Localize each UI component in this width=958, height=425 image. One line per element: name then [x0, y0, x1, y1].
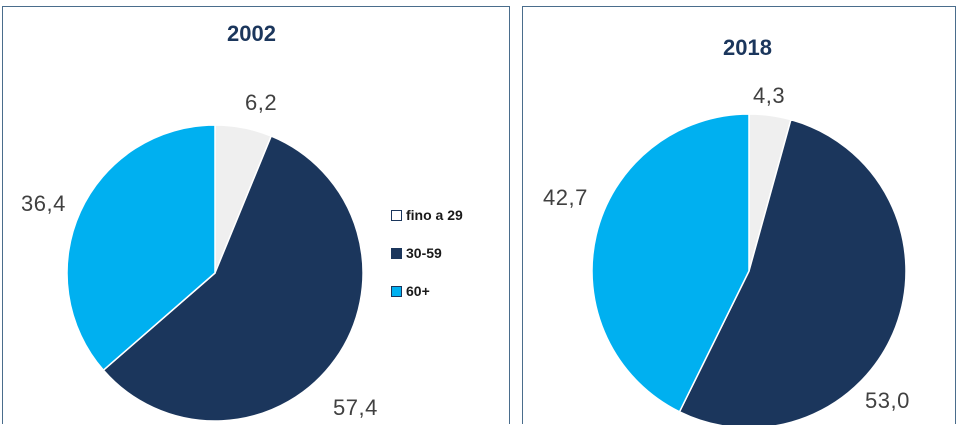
chart-panel-2002: 2002 6,2 57,4 36,4 fino a 29 30-59 60+: [2, 6, 510, 424]
pie-slice-60plus-2002: [66, 124, 216, 372]
legend-swatch-under-30: [391, 209, 402, 221]
legend-label-30-59: 30-59: [406, 245, 442, 261]
legend-swatch-30-59: [391, 247, 402, 259]
value-label-under-30-2018: 4,3: [753, 83, 786, 108]
chart-title-2018: 2018: [723, 35, 772, 60]
chart-panel-2018: 2018 4,3 53,0 42,7: [522, 6, 956, 425]
value-label-30-59-2002: 57,4: [333, 395, 378, 420]
pie-slice-30-59-2002: [102, 135, 364, 422]
value-label-60plus-2018: 42,7: [543, 185, 588, 210]
pie-chart-2002: [66, 124, 364, 422]
value-label-30-59-2018: 53,0: [865, 388, 910, 413]
legend: fino a 29 30-59 60+: [391, 205, 463, 319]
value-label-under-30-2002: 6,2: [245, 90, 278, 115]
pie-slice-30-59-2018: [678, 118, 907, 425]
chart-title-2002: 2002: [227, 21, 276, 46]
legend-item-60plus: 60+: [391, 281, 463, 301]
legend-swatch-60plus: [391, 285, 402, 297]
value-label-60plus-2002: 36,4: [21, 191, 66, 216]
legend-label-60plus: 60+: [406, 283, 430, 299]
legend-item-under-30: fino a 29: [391, 205, 463, 225]
legend-item-30-59: 30-59: [391, 243, 463, 263]
pie-chart-2018: [591, 113, 907, 425]
legend-label-under-30: fino a 29: [406, 207, 463, 223]
pie-slice-60plus-2018: [591, 113, 750, 413]
